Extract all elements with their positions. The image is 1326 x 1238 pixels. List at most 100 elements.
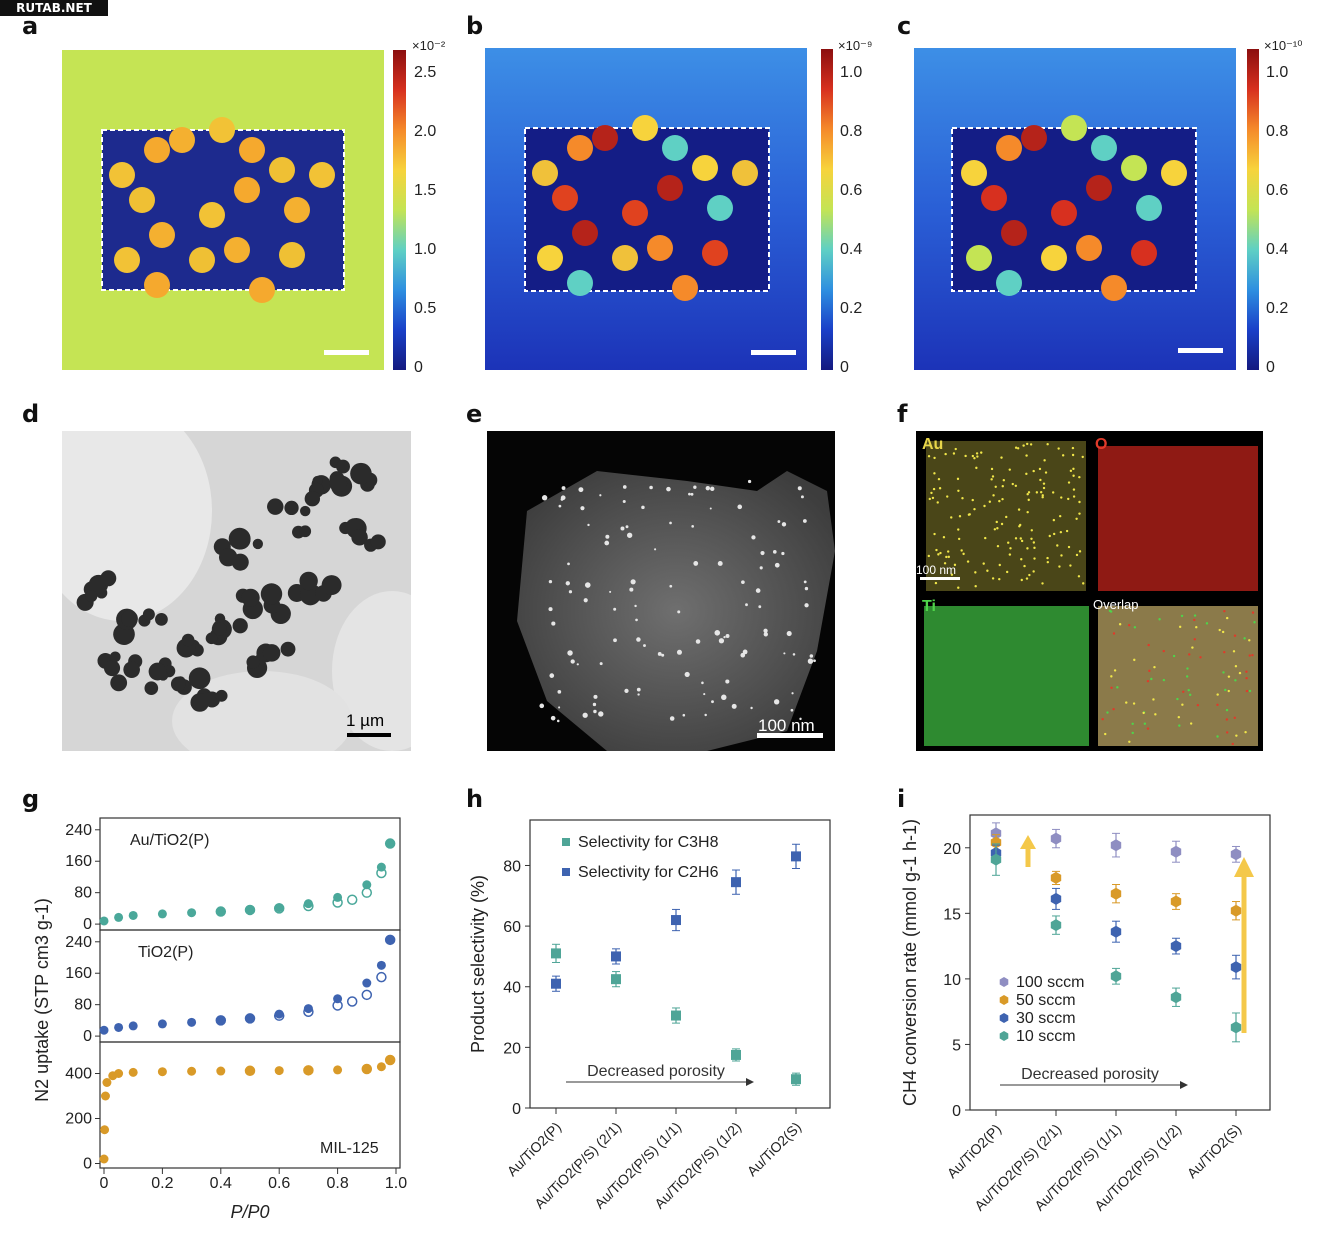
eds-au-dot [984,536,987,540]
au-nanoparticle [539,703,545,709]
eds-au-dot [950,573,954,576]
eds-au-dot [1039,491,1043,494]
eds-au-dot [973,456,976,460]
legend-label: 30 sccm [1016,1010,1076,1027]
colorbar-a-tick: 0.5 [414,300,437,317]
eds-au-dot [1043,459,1046,462]
au-nanoparticle [669,716,675,721]
au-nanoparticle [625,525,629,529]
au-nanoparticle [804,603,809,608]
tem-particle [109,651,121,663]
eds-au-dot [991,577,995,580]
particle [732,160,758,186]
x-tick-label: Au/TiO2(S) [744,1119,804,1179]
eds-au-dot [1071,453,1075,457]
eds-au-dot [1001,485,1004,488]
legend-label: 100 sccm [1016,974,1084,991]
particle [249,277,275,303]
plot-frame [969,814,1271,1111]
adsorption-point [114,912,124,922]
particle [592,125,618,151]
subplot-frame [99,1041,401,1169]
eds-au-dot [957,489,960,493]
tem-particle [299,525,312,538]
tem-particle [85,590,98,603]
eds-au-dot [980,451,983,454]
eds-au-dot [930,491,933,495]
particle [1136,195,1162,221]
adsorption-point [128,1021,138,1031]
au-nanoparticle [690,492,694,496]
au-nanoparticle [666,486,671,492]
eds-au-dot [962,552,965,556]
eds-au-dot [947,555,951,559]
data-point [731,877,741,888]
haadf-scale-label: 100 nm [758,716,815,735]
eds-overlap-dot [1172,654,1176,658]
au-nanoparticle [783,652,786,655]
au-nanoparticle [558,706,561,709]
tem-particle [260,583,283,605]
eds-overlap-dot [1225,708,1229,712]
particle [981,185,1007,211]
eds-overlap-dot [1158,618,1161,621]
eds-overlap-dot [1118,623,1122,626]
watermark: RUTAB.NET [0,0,108,16]
eds-overlap-dot [1231,742,1234,746]
simulation-map-a [62,50,384,370]
eds-au-dot [1026,510,1029,514]
eds-overlap-dot [1248,689,1252,693]
trend-arrowhead [1020,835,1036,849]
eds-overlap-dot [1238,671,1242,675]
particle [109,162,135,188]
eds-au-dot [943,562,947,565]
eds-au-dot [1023,564,1026,568]
particle [114,247,140,273]
colorbar-a-tick: 2.0 [414,123,437,140]
eds-overlap-dot [1127,623,1131,627]
eds-au-dot [1008,553,1012,556]
data-point [791,851,801,862]
eds-au-dot [982,562,985,565]
eds-au-dot [1005,570,1009,574]
au-nanoparticle [580,506,585,511]
y-tick-label: 200 [65,1111,92,1128]
au-nanoparticle [742,649,748,655]
au-nanoparticle [799,717,802,721]
eds-overlap-dot [1146,679,1150,683]
au-nanoparticle [791,692,794,695]
eds-scale-label: 100 nm [916,563,957,577]
eds-au-dot [1078,512,1081,515]
colorbar-b-tick: 0.6 [840,182,863,199]
eds-au-dot [957,537,961,541]
adsorption-point [99,1025,109,1035]
au-nanoparticle [777,520,781,523]
au-nanoparticle [556,719,560,723]
au-nanoparticle [626,532,633,538]
legend-marker [562,838,570,846]
adsorption-point [385,935,395,945]
particle [647,235,673,261]
au-nanoparticle [548,607,553,612]
legend-marker [562,868,570,876]
eds-overlap-dot [1104,732,1107,736]
eds-overlap-dot [1181,703,1184,706]
particle [552,185,578,211]
eds-au-dot [1057,447,1060,450]
au-nanoparticle [677,610,681,614]
au-nanoparticle [649,485,653,490]
tem-particle [110,674,128,692]
adsorption-point [333,994,343,1004]
adsorption-point [303,899,313,909]
tem-particle [121,610,138,627]
y-tick-label: 60 [503,919,521,936]
eds-overlap-dot [1186,667,1189,670]
data-point [1170,895,1182,908]
eds-au-dot [1025,454,1028,457]
porosity-annotation: Decreased porosity [1021,1066,1159,1083]
y-tick-label: 80 [74,885,92,902]
eds-overlap-dot [1223,650,1226,654]
adsorption-point [385,1055,395,1065]
eds-au-dot [1030,529,1033,532]
eds-au-dot [973,507,976,511]
